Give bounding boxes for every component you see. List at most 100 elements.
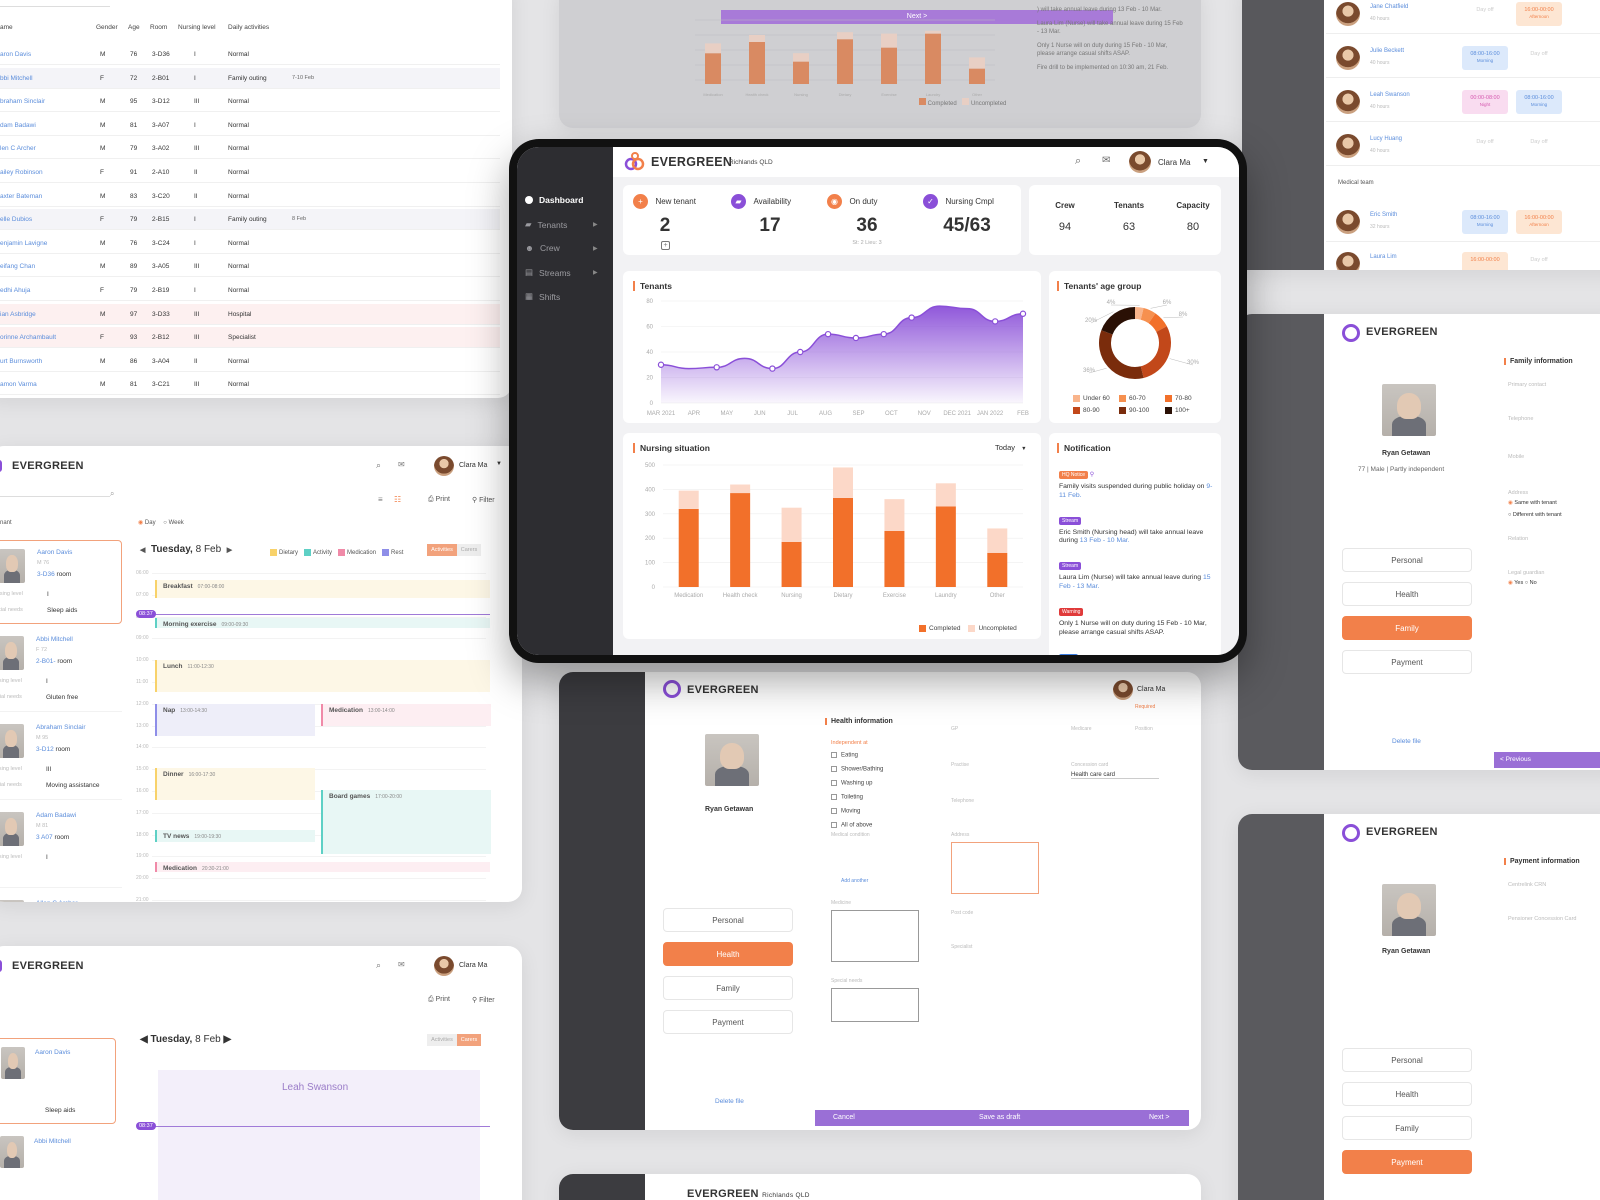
- abbi-card-2[interactable]: Abbi Mitchell: [0, 1128, 116, 1200]
- user-name-main[interactable]: Clara Ma: [1158, 158, 1191, 167]
- staff-name[interactable]: Laura Lim: [1370, 254, 1397, 260]
- shift-cell[interactable]: 16:00-00:00 Afternoon: [1516, 2, 1562, 26]
- search-icon-2[interactable]: ⌕: [376, 960, 382, 970]
- notification-item[interactable]: Warning Only 1 Nurse will on duty during …: [1059, 600, 1215, 638]
- col-room[interactable]: Room: [150, 24, 168, 31]
- concession-select[interactable]: Health care card: [1071, 772, 1159, 779]
- table-row[interactable]: bbi Mitchell F 72 2-B01 I Family outing 7-10 F…: [0, 67, 500, 89]
- table-row[interactable]: braham Sinclair M 95 3-D12 III Normal: [0, 91, 500, 113]
- data-point[interactable]: [991, 318, 999, 325]
- data-point[interactable]: [852, 334, 860, 342]
- payment-tab-4[interactable]: Payment: [1342, 1150, 1472, 1174]
- delete-file-link[interactable]: Delete file: [1392, 738, 1421, 745]
- shift-cell[interactable]: Day off: [1516, 252, 1562, 270]
- shift-cell[interactable]: Day off: [1462, 134, 1508, 158]
- filter-button[interactable]: ⚲ Filter: [472, 497, 495, 504]
- same-radio[interactable]: ◉ Same with tenant: [1508, 500, 1557, 506]
- table-cell[interactable]: elle Dubios: [0, 216, 33, 224]
- bar-completed[interactable]: [781, 541, 802, 587]
- table-cell[interactable]: len C Archer: [0, 145, 36, 153]
- tenant-name-2[interactable]: Abbi Mitchell: [34, 1138, 71, 1145]
- table-cell[interactable]: amon Varma: [0, 381, 37, 389]
- bar-completed[interactable]: [935, 506, 956, 587]
- week-option[interactable]: Week: [168, 520, 184, 526]
- search-icon[interactable]: ⌕: [376, 460, 382, 470]
- tab-activities-2[interactable]: Activities: [427, 1034, 457, 1046]
- tenant-card[interactable]: Allen C Archer: [0, 892, 122, 902]
- day-option[interactable]: Day: [144, 520, 156, 526]
- shift-cell[interactable]: Day off: [1516, 134, 1562, 158]
- table-cell[interactable]: edhi Ahuja: [0, 287, 31, 294]
- user-avatar[interactable]: [1129, 151, 1151, 173]
- staff-name[interactable]: Eric Smith: [1370, 212, 1398, 218]
- health-tab-5[interactable]: Health: [663, 942, 793, 966]
- notification-date[interactable]: 9-11 Feb.: [1059, 483, 1213, 499]
- donut-slice[interactable]: [1099, 330, 1144, 379]
- family-tab-4[interactable]: Family: [1342, 1116, 1472, 1140]
- bar-completed[interactable]: [987, 552, 1008, 587]
- save-draft-button[interactable]: Save as draft: [979, 1114, 1021, 1121]
- health-tab-4[interactable]: Health: [1342, 1082, 1472, 1106]
- data-point[interactable]: [769, 365, 776, 372]
- table-cell[interactable]: braham Sinclair: [0, 98, 46, 106]
- table-row[interactable]: eifang Chan M 89 3-A05 III Normal: [0, 256, 500, 278]
- room-number[interactable]: 3-D36: [37, 571, 55, 578]
- staff-name[interactable]: Leah Swanson: [1370, 92, 1410, 98]
- table-row[interactable]: edhi Ahuja F 79 2-B19 I Normal: [0, 280, 500, 301]
- diff-radio[interactable]: ○ Different with tenant: [1508, 512, 1562, 518]
- table-row[interactable]: ailey Robinson F 91 2-A10 II Normal: [0, 162, 500, 183]
- staff-name[interactable]: Jane Chatfield: [1370, 4, 1409, 10]
- staff-name[interactable]: Lucy Huang: [1370, 136, 1403, 142]
- schedule-event[interactable]: Medication 20:30-21:00: [155, 862, 490, 872]
- nav-dashboard[interactable]: Dashboard: [525, 195, 583, 205]
- independent-checkbox[interactable]: Eating: [831, 752, 858, 759]
- chevron-down-icon[interactable]: ▼: [1202, 158, 1209, 165]
- col-age[interactable]: Age: [128, 24, 140, 31]
- table-row[interactable]: ian Asbridge M 97 3-D33 III Hospital: [0, 303, 500, 325]
- mail-icon[interactable]: ✉: [398, 460, 405, 469]
- table-cell[interactable]: urt Burnsworth: [0, 357, 43, 365]
- table-row[interactable]: axter Bateman M 83 3-C20 II Normal: [0, 186, 500, 207]
- nav-streams[interactable]: ▤ Streams ▶: [525, 267, 598, 278]
- col-name[interactable]: ame: [0, 24, 13, 31]
- data-point[interactable]: [713, 364, 720, 371]
- independent-checkbox[interactable]: Moving: [831, 808, 860, 815]
- table-row[interactable]: elle Dubios F 79 2-B15 I Family outing 8 Feb: [0, 209, 500, 231]
- family-tab[interactable]: Family: [1342, 616, 1472, 640]
- data-point[interactable]: [1019, 310, 1027, 317]
- staff-name[interactable]: Julie Beckett: [1370, 48, 1405, 54]
- tenant-card[interactable]: Adam Badawi M 81 3 A07 room ursing level I: [0, 804, 122, 888]
- relation-field[interactable]: Relation: [1508, 536, 1529, 542]
- independent-checkbox[interactable]: Shower/Bathing: [831, 766, 883, 773]
- schedule-event[interactable]: Dinner 16:00-17:30: [155, 768, 315, 800]
- bar-uncompleted[interactable]: [678, 490, 699, 509]
- health-tab[interactable]: Health: [1342, 582, 1472, 606]
- user-name-2[interactable]: Clara Ma: [459, 962, 488, 969]
- guardian-radios[interactable]: ◉ Yes ○ No: [1508, 580, 1537, 586]
- schedule-event[interactable]: Lunch 11:00-12:30: [155, 660, 490, 692]
- telephone-field[interactable]: Telephone: [1508, 416, 1534, 422]
- kpi-on-duty[interactable]: ◉ On duty 36 St: 2 Lieu: 3: [827, 193, 917, 246]
- table-cell[interactable]: dam Badawi: [0, 121, 36, 129]
- table-cell[interactable]: aron Davis: [0, 51, 32, 58]
- nav-crew[interactable]: ☻ Crew ▶: [525, 243, 598, 253]
- shift-cell[interactable]: 08:00-16:00 Morning: [1462, 210, 1508, 234]
- table-cell[interactable]: ailey Robinson: [0, 169, 43, 176]
- medicine-box[interactable]: [831, 910, 919, 962]
- bar-completed[interactable]: [678, 508, 699, 587]
- delete-file-link-5[interactable]: Delete file: [715, 1098, 744, 1105]
- bar-completed[interactable]: [884, 530, 905, 587]
- table-row[interactable]: enjamin Lavigne M 76 3-C24 I Normal: [0, 233, 500, 254]
- user-avatar[interactable]: [434, 456, 454, 476]
- address-field[interactable]: Address: [1508, 490, 1529, 496]
- shift-cell[interactable]: 00:00-08:00 Night: [1462, 90, 1508, 114]
- family-tab-5[interactable]: Family: [663, 976, 793, 1000]
- data-point[interactable]: [824, 330, 832, 338]
- aaron-card-2[interactable]: Aaron Davis Sleep aids: [0, 1038, 116, 1124]
- filter-button-2[interactable]: ⚲ Filter: [472, 997, 495, 1004]
- schedule-event[interactable]: Breakfast 07:00-08:00: [155, 580, 490, 598]
- user-name[interactable]: Clara Ma: [459, 462, 488, 469]
- tab-carers[interactable]: Carers: [457, 544, 481, 556]
- notification-item[interactable]: Stream Eric Smith (Nursing head) will tak…: [1059, 509, 1215, 547]
- add-tenant-icon[interactable]: +: [661, 241, 670, 250]
